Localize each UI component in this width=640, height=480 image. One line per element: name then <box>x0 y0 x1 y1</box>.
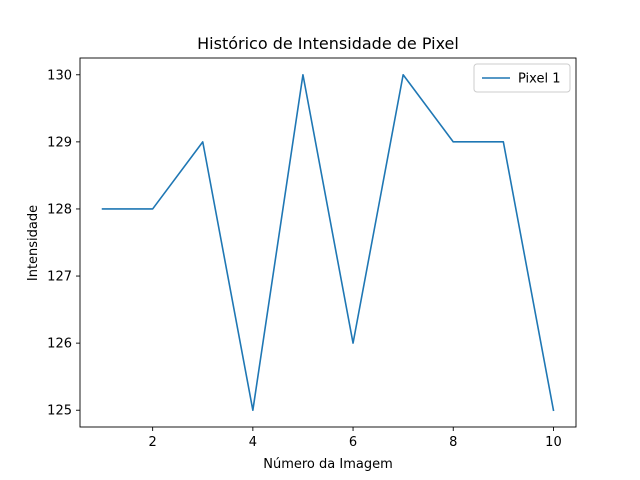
legend-label-1: Pixel 1 <box>518 72 560 87</box>
y-axis-label: Intensidade <box>26 205 41 281</box>
x-tick-label-10: 10 <box>545 435 562 450</box>
y-tick-label-129: 129 <box>47 135 72 150</box>
y-tick-label-130: 130 <box>47 68 72 83</box>
y-tick-label-126: 126 <box>47 337 72 352</box>
legend: Pixel 1 <box>473 63 571 93</box>
plot-area: 2 4 6 8 10 125 126 127 128 129 130 Pixel 1 <box>47 57 577 450</box>
y-tick-label-127: 127 <box>47 270 72 285</box>
y-tick-label-128: 128 <box>47 202 72 217</box>
axes-frame <box>79 57 577 428</box>
x-tick-label-8: 8 <box>449 435 457 450</box>
x-tick-label-6: 6 <box>349 435 357 450</box>
series-line-1 <box>101 73 555 412</box>
legend-box <box>473 63 571 93</box>
x-tick-label-2: 2 <box>149 435 157 450</box>
y-tick-label-125: 125 <box>47 404 72 419</box>
x-tick-label-4: 4 <box>249 435 257 450</box>
x-axis-label: Número da Imagem <box>263 457 393 472</box>
chart-title: Histórico de Intensidade de Pixel <box>197 34 459 53</box>
